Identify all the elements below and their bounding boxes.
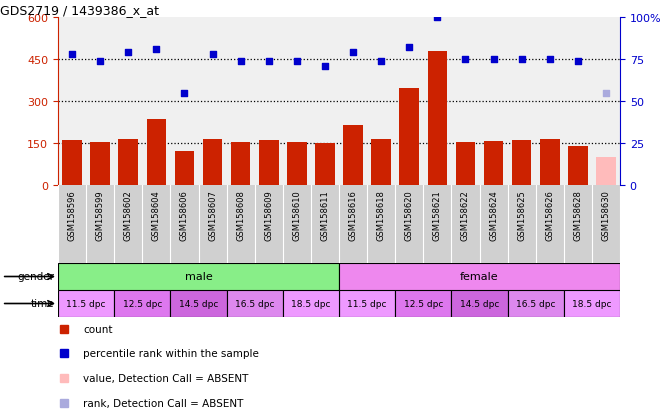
Point: [432, 14, 443, 21]
Point: [348, 50, 358, 57]
Bar: [339, 290, 395, 317]
Text: 16.5 dpc: 16.5 dpc: [516, 299, 556, 308]
Bar: [512, 140, 531, 185]
Text: GSM158621: GSM158621: [433, 190, 442, 240]
Bar: [147, 120, 166, 185]
Bar: [315, 144, 335, 185]
Bar: [568, 147, 587, 185]
Bar: [540, 140, 560, 185]
Text: percentile rank within the sample: percentile rank within the sample: [83, 349, 259, 358]
Text: GSM158611: GSM158611: [321, 190, 329, 240]
Text: GSM158596: GSM158596: [67, 190, 77, 240]
Text: value, Detection Call = ABSENT: value, Detection Call = ABSENT: [83, 373, 249, 384]
Text: GSM158599: GSM158599: [96, 190, 105, 240]
Point: [207, 52, 218, 58]
Bar: [118, 140, 138, 185]
Text: 14.5 dpc: 14.5 dpc: [179, 299, 218, 308]
Bar: [226, 290, 282, 317]
Point: [376, 58, 387, 65]
Text: GSM158630: GSM158630: [601, 190, 610, 240]
Bar: [428, 52, 447, 185]
Text: 18.5 dpc: 18.5 dpc: [572, 299, 612, 308]
Bar: [175, 152, 194, 185]
Text: GSM158602: GSM158602: [124, 190, 133, 240]
Bar: [484, 141, 504, 185]
Bar: [170, 290, 226, 317]
Text: GSM158624: GSM158624: [489, 190, 498, 240]
Bar: [343, 126, 363, 185]
Point: [516, 57, 527, 63]
Point: [151, 47, 162, 53]
Bar: [455, 142, 475, 185]
Text: male: male: [185, 272, 213, 282]
Text: GDS2719 / 1439386_x_at: GDS2719 / 1439386_x_at: [0, 4, 159, 17]
Point: [319, 63, 330, 70]
Point: [67, 52, 77, 58]
Bar: [114, 290, 170, 317]
Bar: [395, 290, 451, 317]
Text: GSM158604: GSM158604: [152, 190, 161, 240]
Bar: [339, 263, 620, 290]
Bar: [259, 141, 279, 185]
Text: GSM158618: GSM158618: [377, 190, 385, 240]
Text: GSM158606: GSM158606: [180, 190, 189, 240]
Point: [488, 57, 499, 63]
Text: gender: gender: [18, 272, 55, 282]
Point: [601, 90, 611, 97]
Text: 16.5 dpc: 16.5 dpc: [235, 299, 275, 308]
Text: GSM158626: GSM158626: [545, 190, 554, 240]
Text: count: count: [83, 324, 113, 334]
Point: [573, 58, 583, 65]
Text: GSM158607: GSM158607: [208, 190, 217, 240]
Text: GSM158622: GSM158622: [461, 190, 470, 240]
Point: [95, 58, 106, 65]
Text: GSM158625: GSM158625: [517, 190, 526, 240]
Point: [292, 58, 302, 65]
Point: [123, 50, 133, 57]
Text: GSM158609: GSM158609: [264, 190, 273, 240]
Bar: [282, 290, 339, 317]
Text: GSM158610: GSM158610: [292, 190, 302, 240]
Text: 14.5 dpc: 14.5 dpc: [460, 299, 499, 308]
Text: GSM158620: GSM158620: [405, 190, 414, 240]
Bar: [287, 142, 307, 185]
Text: rank, Detection Call = ABSENT: rank, Detection Call = ABSENT: [83, 399, 244, 408]
Text: 11.5 dpc: 11.5 dpc: [347, 299, 387, 308]
Text: 11.5 dpc: 11.5 dpc: [67, 299, 106, 308]
Point: [236, 58, 246, 65]
Text: GSM158628: GSM158628: [574, 190, 582, 240]
Bar: [203, 140, 222, 185]
Text: 18.5 dpc: 18.5 dpc: [291, 299, 331, 308]
Point: [544, 57, 555, 63]
Text: time: time: [31, 299, 55, 309]
Point: [460, 57, 471, 63]
Bar: [596, 158, 616, 185]
Text: GSM158616: GSM158616: [348, 190, 358, 240]
Bar: [62, 141, 82, 185]
Text: GSM158608: GSM158608: [236, 190, 245, 240]
Bar: [451, 290, 508, 317]
Text: 12.5 dpc: 12.5 dpc: [404, 299, 443, 308]
Bar: [564, 290, 620, 317]
Point: [179, 90, 189, 97]
Text: 12.5 dpc: 12.5 dpc: [123, 299, 162, 308]
Bar: [58, 290, 114, 317]
Point: [404, 45, 414, 52]
Bar: [90, 142, 110, 185]
Bar: [58, 263, 339, 290]
Bar: [372, 140, 391, 185]
Bar: [231, 142, 251, 185]
Bar: [508, 290, 564, 317]
Bar: [399, 89, 419, 185]
Point: [263, 58, 274, 65]
Text: female: female: [460, 272, 499, 282]
